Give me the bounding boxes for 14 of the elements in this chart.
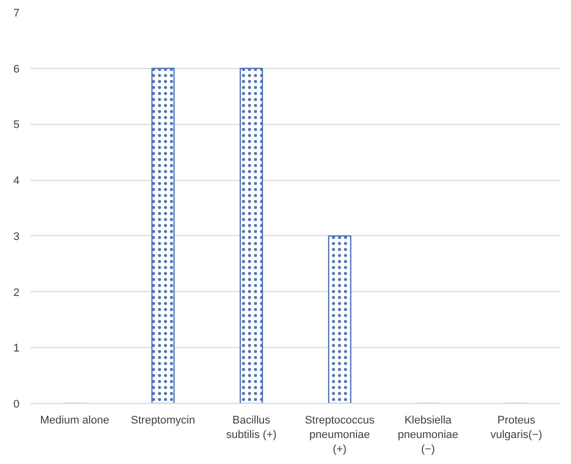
x-tick-label: Streptococcus pneumoniae (+)	[304, 414, 376, 456]
y-tick-label: 4	[13, 175, 20, 188]
x-tick-label: Streptomycin	[130, 414, 196, 426]
x-tick-label: Bacillus subtilis (+)	[226, 414, 277, 441]
y-tick-label: 6	[13, 63, 20, 76]
y-tick-label: 2	[13, 286, 20, 299]
x-tick-label: Proteus vulgaris(−)	[490, 414, 542, 441]
y-tick-label: 0	[13, 398, 20, 410]
y-tick-label: 1	[13, 342, 20, 355]
x-tick-label: Medium alone	[40, 414, 110, 426]
y-tick-label: 5	[13, 119, 20, 132]
y-tick-label: 7	[13, 8, 20, 20]
y-tick-label: 3	[13, 230, 20, 243]
x-tick-label: Klebsiella pneumoniae (−)	[398, 414, 458, 456]
